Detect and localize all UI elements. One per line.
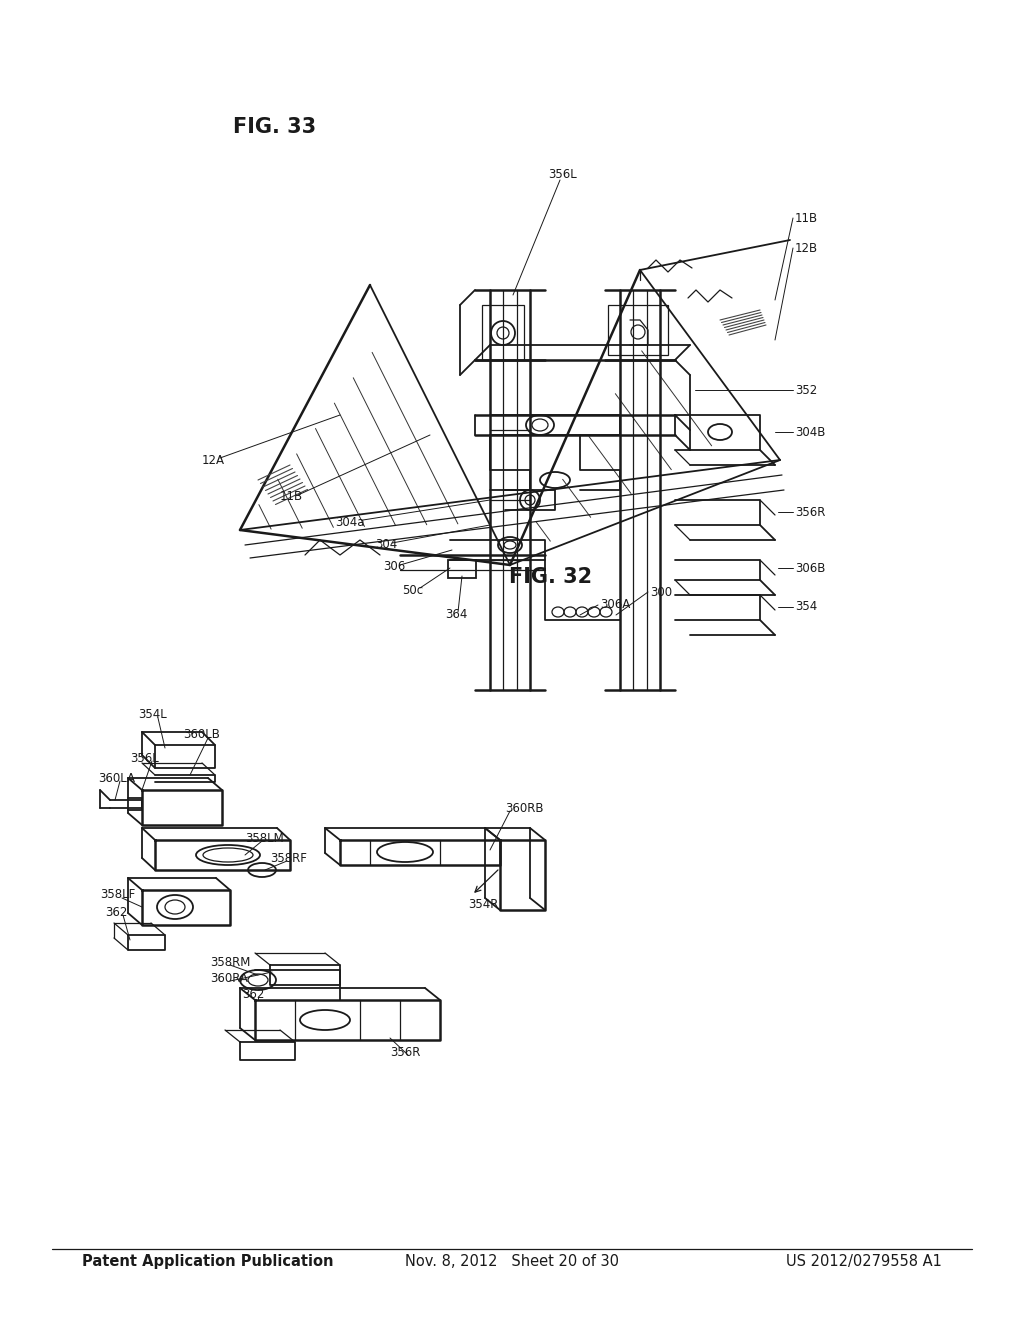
Text: 358RF: 358RF bbox=[270, 851, 307, 865]
Text: 364: 364 bbox=[445, 609, 467, 622]
Text: 356L: 356L bbox=[130, 751, 159, 764]
Bar bbox=[449, 560, 476, 578]
Bar bbox=[608, 305, 668, 355]
Ellipse shape bbox=[504, 541, 516, 549]
Text: 360RB: 360RB bbox=[505, 801, 544, 814]
Bar bbox=[482, 305, 524, 360]
Text: 356R: 356R bbox=[390, 1045, 421, 1059]
Text: 360LA: 360LA bbox=[98, 771, 135, 784]
Text: 356R: 356R bbox=[795, 506, 825, 519]
Ellipse shape bbox=[520, 490, 540, 510]
Text: 304a: 304a bbox=[335, 516, 365, 528]
Text: US 2012/0279558 A1: US 2012/0279558 A1 bbox=[786, 1254, 942, 1269]
Text: 354R: 354R bbox=[468, 899, 499, 912]
Ellipse shape bbox=[540, 473, 570, 488]
Text: 306: 306 bbox=[383, 561, 406, 573]
Ellipse shape bbox=[248, 863, 276, 876]
Ellipse shape bbox=[248, 974, 268, 986]
Ellipse shape bbox=[497, 327, 509, 339]
Ellipse shape bbox=[196, 845, 260, 865]
Text: 300: 300 bbox=[650, 586, 672, 598]
Text: 358LM: 358LM bbox=[245, 832, 284, 845]
Text: 362: 362 bbox=[105, 906, 127, 919]
Text: 354L: 354L bbox=[138, 709, 167, 722]
Text: 360RA: 360RA bbox=[210, 972, 248, 985]
Ellipse shape bbox=[377, 842, 433, 862]
Text: 358RM: 358RM bbox=[210, 956, 251, 969]
Text: 12A: 12A bbox=[202, 454, 225, 466]
Text: 304: 304 bbox=[375, 539, 397, 552]
Ellipse shape bbox=[490, 321, 515, 345]
Text: 12B: 12B bbox=[795, 242, 818, 255]
Text: 11B: 11B bbox=[795, 211, 818, 224]
Ellipse shape bbox=[532, 418, 548, 432]
Ellipse shape bbox=[157, 895, 193, 919]
Ellipse shape bbox=[525, 495, 535, 506]
Text: 11B: 11B bbox=[280, 491, 303, 503]
Text: 354: 354 bbox=[795, 601, 817, 614]
Text: 358LF: 358LF bbox=[100, 888, 135, 902]
Text: Patent Application Publication: Patent Application Publication bbox=[82, 1254, 334, 1269]
Ellipse shape bbox=[498, 537, 522, 553]
Ellipse shape bbox=[165, 900, 185, 913]
Text: 50c: 50c bbox=[402, 583, 423, 597]
Ellipse shape bbox=[203, 847, 253, 862]
Text: 306B: 306B bbox=[795, 561, 825, 574]
Text: 362: 362 bbox=[242, 987, 264, 1001]
Text: Nov. 8, 2012   Sheet 20 of 30: Nov. 8, 2012 Sheet 20 of 30 bbox=[406, 1254, 618, 1269]
Text: 352: 352 bbox=[795, 384, 817, 396]
Text: 304B: 304B bbox=[795, 425, 825, 438]
Text: FIG. 32: FIG. 32 bbox=[509, 566, 593, 587]
Text: 356L: 356L bbox=[548, 169, 577, 181]
Text: FIG. 33: FIG. 33 bbox=[232, 116, 316, 137]
Text: 306A: 306A bbox=[600, 598, 630, 611]
Ellipse shape bbox=[300, 1010, 350, 1030]
Ellipse shape bbox=[526, 414, 554, 436]
Ellipse shape bbox=[240, 970, 276, 990]
Text: 360LB: 360LB bbox=[183, 729, 220, 742]
Ellipse shape bbox=[708, 424, 732, 440]
